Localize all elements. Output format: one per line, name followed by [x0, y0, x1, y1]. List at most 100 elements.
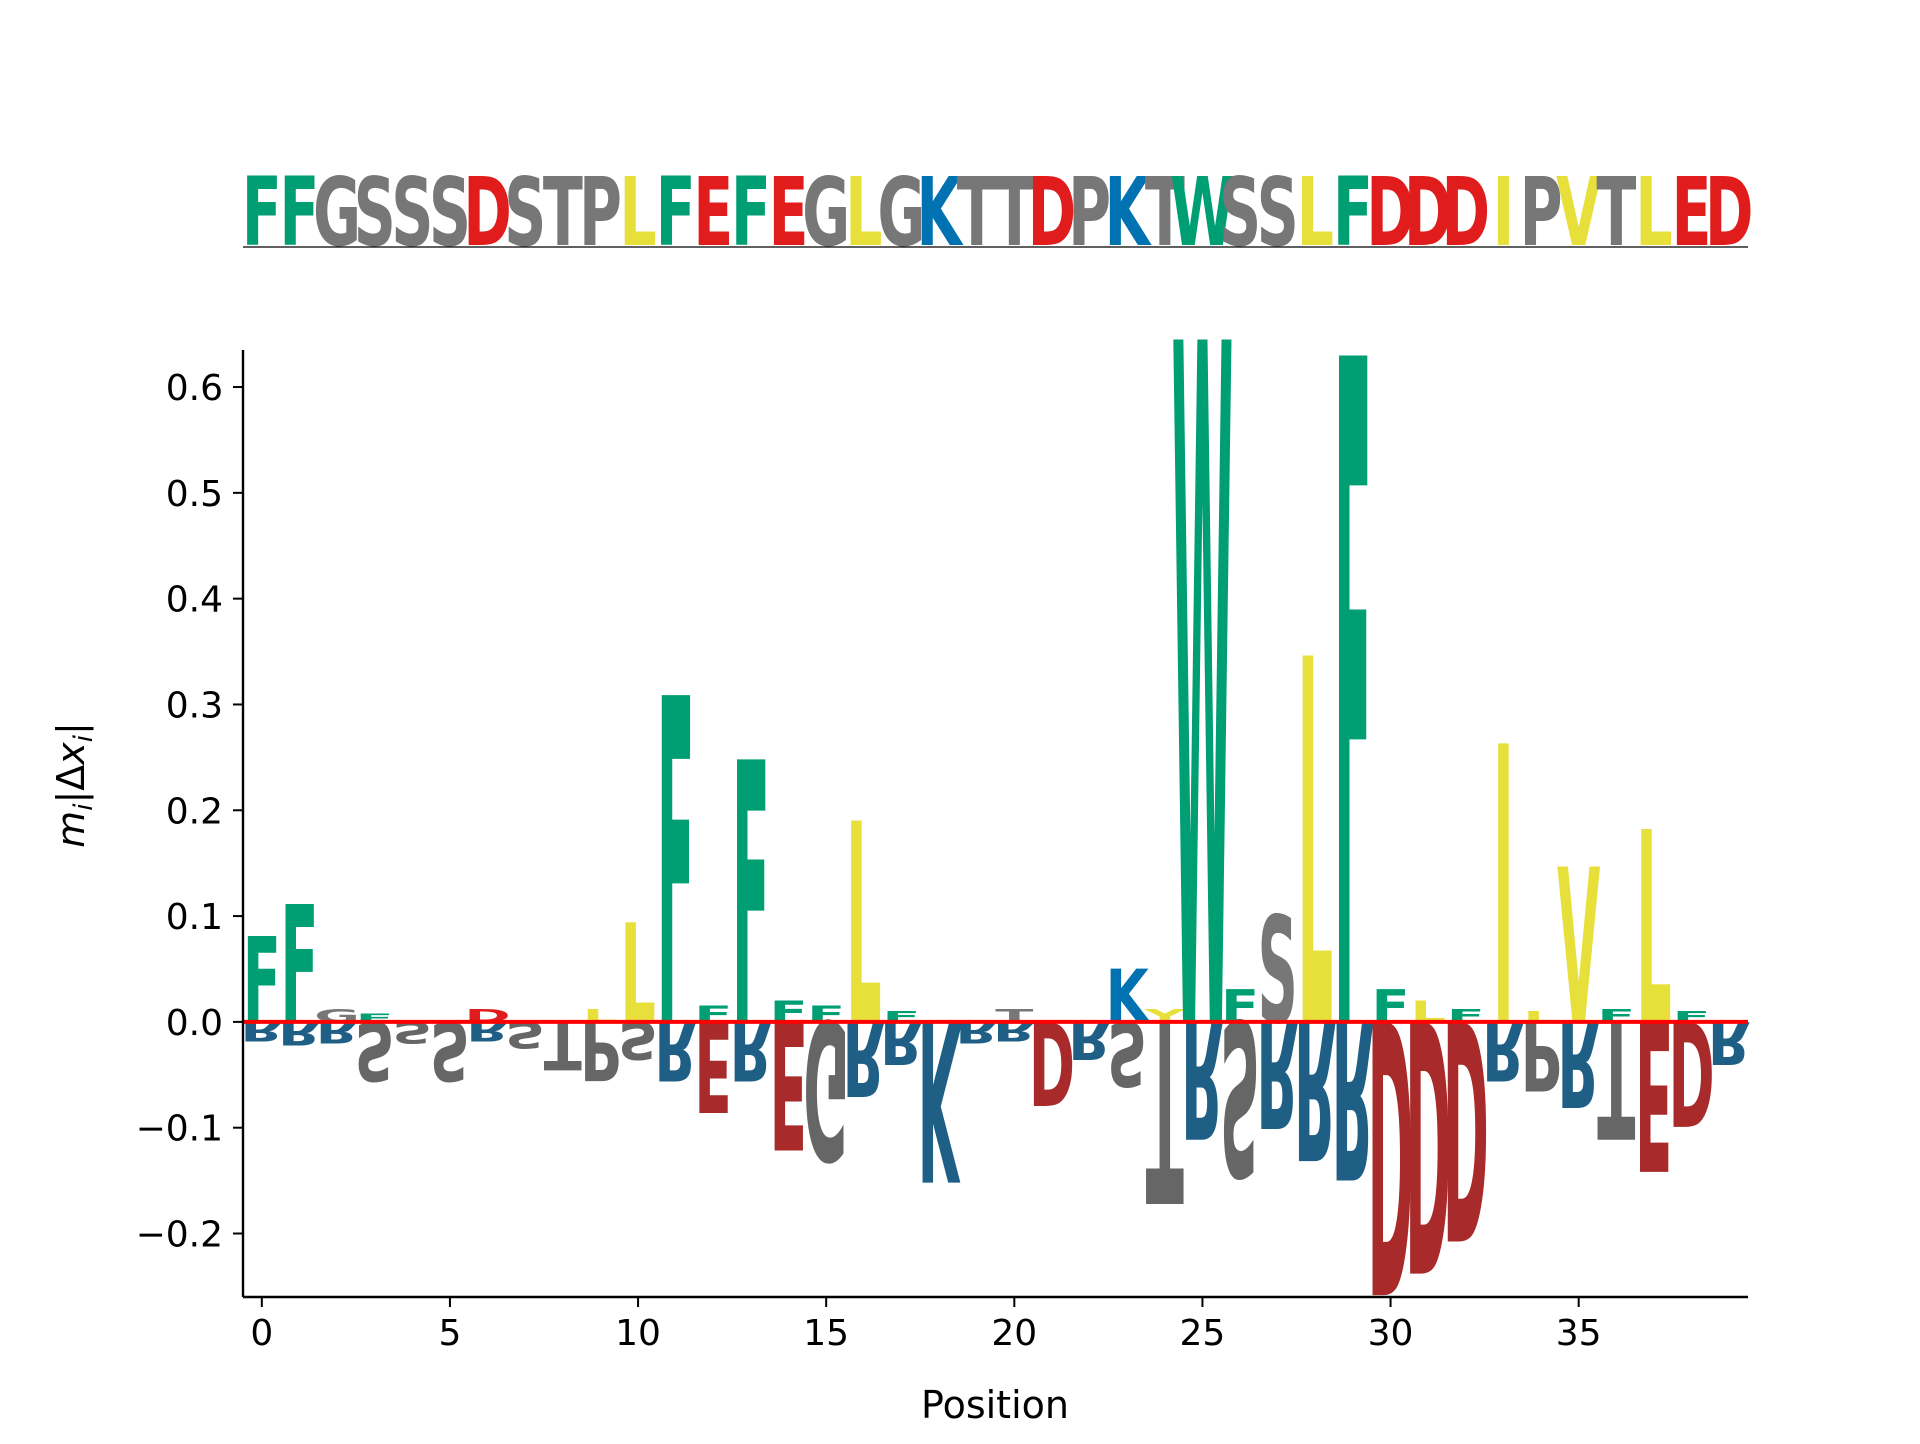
logo-letter: K — [917, 970, 962, 1226]
logo-letter: S — [392, 1015, 432, 1049]
y-tick-label: 0.3 — [166, 685, 223, 726]
sequence-letter: I — [1493, 157, 1515, 268]
sequence-letter: D — [1028, 157, 1077, 268]
logo-letter: R — [1068, 1009, 1111, 1069]
sequence-letter: T — [1596, 157, 1636, 268]
sequence-letter: T — [957, 157, 997, 268]
sequence-letter: L — [845, 157, 882, 268]
sequence-letter: E — [1672, 157, 1712, 268]
sequence-letter: G — [313, 157, 361, 268]
logo-letter: R — [316, 1015, 359, 1049]
sequence-letter: G — [877, 157, 925, 268]
logo-letter: D — [1443, 950, 1489, 1300]
x-tick-label: 20 — [991, 1313, 1037, 1354]
logo-letter: R — [466, 1015, 509, 1046]
logo-letter: E — [694, 992, 732, 1138]
logo-letter: P — [580, 1002, 621, 1095]
logo-letter: L — [846, 767, 882, 1089]
logo-letter: R — [1482, 1002, 1525, 1095]
logo-letter: D — [1668, 988, 1714, 1155]
sequence-letter: D — [1705, 157, 1754, 268]
sequence-letter: S — [1257, 157, 1299, 268]
logo-letter: D — [1405, 940, 1451, 1342]
logo-letter: L — [1298, 557, 1334, 1142]
sequence-letter: P — [1520, 157, 1563, 268]
x-tick-label: 5 — [438, 1313, 461, 1354]
sequence-letter: D — [463, 157, 512, 268]
logo-letter: W — [1172, 154, 1234, 1244]
logo-letter: R — [240, 1015, 283, 1046]
logo-letter: E — [1635, 973, 1673, 1213]
logo-letter: S — [505, 1013, 545, 1056]
logo-letter: F — [657, 608, 695, 1129]
y-tick-label: 0.6 — [166, 368, 223, 409]
sequence-letter: S — [1219, 157, 1261, 268]
logo-letter: R — [654, 1002, 697, 1095]
sequence-letter: V — [1556, 157, 1601, 268]
logo-letter: R — [955, 1015, 998, 1049]
y-tick-label: 0.0 — [166, 1003, 223, 1044]
y-tick-label: −0.1 — [136, 1109, 223, 1150]
logo-letter: T — [1597, 983, 1635, 1171]
logo-letter: R — [842, 997, 885, 1118]
x-axis-label: Position — [921, 1383, 1069, 1427]
logo-letter: R — [1181, 983, 1224, 1171]
logo-letter: S — [1107, 1000, 1147, 1102]
sequence-letter: S — [354, 157, 396, 268]
sequence-letter: P — [1068, 157, 1111, 268]
sequence-letter: W — [1170, 157, 1235, 268]
logo-letter: R — [1331, 970, 1374, 1222]
y-tick-label: 0.5 — [166, 474, 223, 515]
y-ticks: −0.2 −0.1 0.0 0.1 0.2 0.3 0.4 0.5 0.6 — [136, 368, 243, 1256]
logo-letter: S — [355, 1002, 395, 1095]
logo-letter: R — [880, 1008, 923, 1077]
sequence-letter: S — [391, 157, 433, 268]
logo-letter: L — [620, 895, 656, 1055]
logo-letter: R — [1294, 976, 1337, 1199]
sequence-letter: P — [579, 157, 622, 268]
logo-letter: P — [1521, 999, 1562, 1110]
logo-letter: S — [430, 1002, 470, 1095]
x-tick-label: 10 — [615, 1313, 661, 1354]
logo-letter: R — [1557, 994, 1600, 1131]
sequence-letter: F — [279, 157, 319, 268]
sequence-letter: L — [1635, 157, 1672, 268]
sequence-letter: K — [1104, 157, 1152, 268]
y-tick-label: 0.2 — [166, 791, 223, 832]
sequence-letter: D — [1441, 157, 1490, 268]
logo-letter: K — [1106, 954, 1151, 1040]
sequence-letter: F — [1333, 157, 1373, 268]
sequence-letter: T — [1145, 157, 1185, 268]
logo-letter: F — [280, 872, 318, 1060]
logo-letter: G — [803, 976, 849, 1199]
logo-letter: S — [1258, 887, 1298, 1058]
sequence-letter: K — [916, 157, 964, 268]
x-tick-label: 15 — [803, 1313, 849, 1354]
logo-letter: L — [1636, 778, 1672, 1085]
sequence-letter: S — [504, 157, 546, 268]
logo-letter: F — [1334, 174, 1372, 1238]
y-tick-label: 0.1 — [166, 897, 223, 938]
sequence-letter: L — [1297, 157, 1334, 268]
logo-letter: S — [1220, 971, 1260, 1220]
logo-letter: T — [544, 1006, 582, 1083]
x-tick-label: 35 — [1556, 1313, 1602, 1354]
y-tick-label: −0.2 — [136, 1215, 223, 1256]
sequence-letter: S — [429, 157, 471, 268]
logo-letter: F — [243, 913, 281, 1050]
sequence-letter: F — [656, 157, 696, 268]
logo-letter: R — [1256, 986, 1299, 1157]
sequence-letter: D — [1404, 157, 1453, 268]
logo-letter: F — [732, 688, 770, 1107]
sequence-letter: F — [242, 157, 282, 268]
x-tick-label: 30 — [1368, 1313, 1414, 1354]
logo-letter: D — [1029, 994, 1075, 1127]
sequence-letter: G — [802, 157, 850, 268]
sequence-letter: T — [994, 157, 1034, 268]
sequence-letter: L — [619, 157, 656, 268]
y-axis-label: mi|Δxi| — [49, 722, 99, 848]
x-tick-label: 0 — [250, 1313, 273, 1354]
